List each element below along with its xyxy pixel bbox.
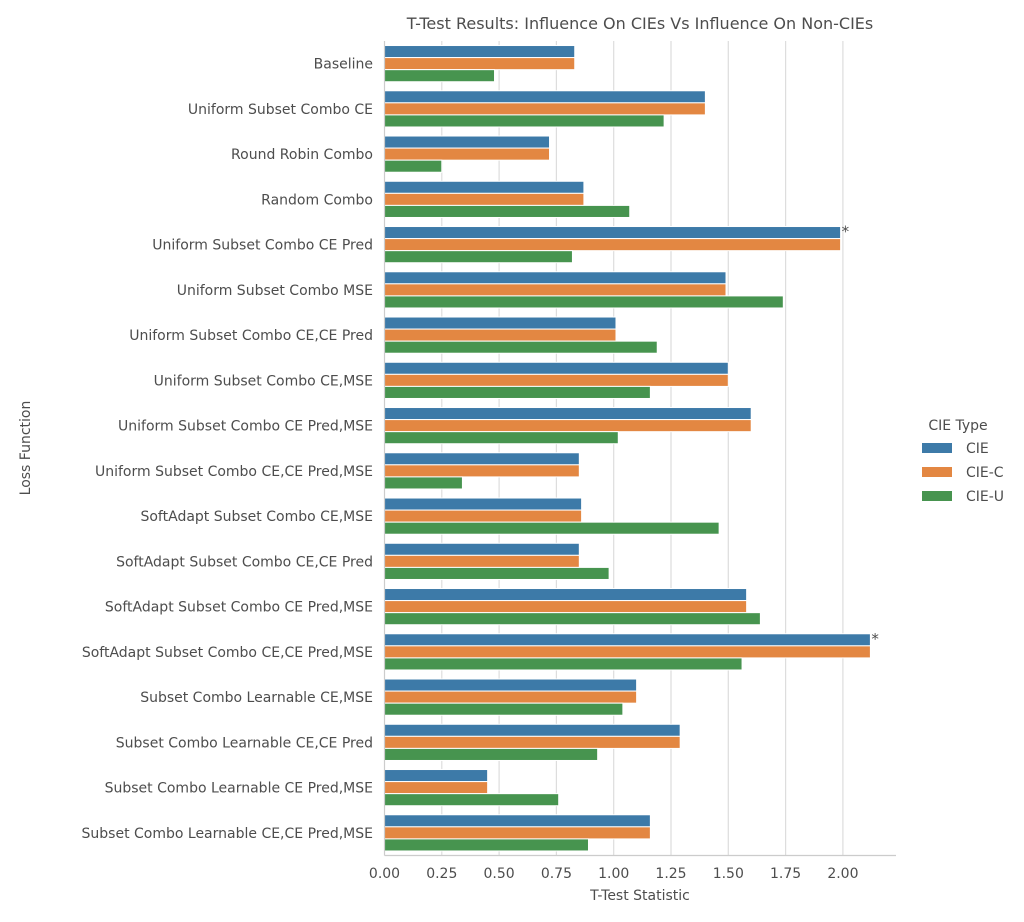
bar-cie-u	[385, 839, 589, 851]
y-tick-label: Uniform Subset Combo MSE	[177, 283, 373, 299]
x-axis-label: T-Test Statistic	[589, 888, 690, 904]
bar-cie-c	[385, 646, 871, 658]
bar-cie	[385, 227, 841, 239]
bar-cie	[385, 453, 580, 465]
y-tick-label: Uniform Subset Combo CE	[188, 102, 373, 118]
x-tick-label: 1.50	[713, 866, 744, 882]
bar-cie-u	[385, 251, 573, 263]
y-tick-labels: Baseline Uniform Subset Combo CE Round Rob…	[82, 57, 373, 842]
legend-label: CIE	[966, 441, 989, 457]
bar-cie-c	[385, 329, 616, 341]
y-tick-label: Subset Combo Learnable CE,CE Pred	[116, 735, 373, 751]
bar-cie-c	[385, 193, 584, 205]
legend-label: CIE-U	[966, 489, 1004, 505]
bar-cie-c	[385, 601, 747, 613]
y-tick-label: Uniform Subset Combo CE Pred	[152, 238, 373, 254]
y-tick-label: Subset Combo Learnable CE,MSE	[140, 690, 373, 706]
legend-swatch-cie-u	[922, 491, 952, 501]
bar-cie	[385, 679, 637, 691]
bar-cie-u	[385, 658, 743, 670]
legend: CIE Type CIE CIE-C CIE-U	[922, 418, 1004, 505]
y-tick-label: Uniform Subset Combo CE,MSE	[154, 373, 373, 389]
bar-cie-c	[385, 465, 580, 477]
bar-cie	[385, 543, 580, 555]
y-tick-label: Random Combo	[261, 192, 373, 208]
legend-swatch-cie-c	[922, 467, 952, 477]
bar-cie-c	[385, 239, 841, 251]
bar-cie-c	[385, 420, 752, 432]
bar-cie-u	[385, 567, 610, 579]
bar-cie	[385, 317, 616, 329]
x-tick-label: 1.75	[770, 866, 801, 882]
bar-cie-u	[385, 386, 651, 398]
bar-cie-u	[385, 70, 495, 82]
y-tick-label: SoftAdapt Subset Combo CE Pred,MSE	[105, 600, 373, 616]
bar-cie	[385, 46, 575, 58]
x-tick-labels: 0.00 0.25 0.50 0.75 1.00 1.25 1.50 1.75 2.00	[369, 866, 859, 882]
x-tick-label: 0.50	[484, 866, 515, 882]
bar-cie-u	[385, 613, 761, 625]
bar-cie-c	[385, 374, 729, 386]
bar-cie-c	[385, 827, 651, 839]
significance-asterisk: *	[871, 630, 879, 648]
bar-cie	[385, 589, 747, 601]
y-tick-label: SoftAdapt Subset Combo CE,CE Pred,MSE	[82, 645, 373, 661]
bar-cie-c	[385, 691, 637, 703]
bar-cie-u	[385, 477, 463, 489]
bar-cie	[385, 91, 706, 103]
bar-cie	[385, 181, 584, 193]
bar-cie-c	[385, 736, 681, 748]
y-tick-label: Round Robin Combo	[231, 147, 373, 163]
y-tick-label: SoftAdapt Subset Combo CE,MSE	[140, 509, 373, 525]
bars	[385, 46, 871, 851]
x-tick-label: 0.25	[426, 866, 457, 882]
y-axis-label: Loss Function	[18, 401, 34, 496]
bar-cie	[385, 815, 651, 827]
y-tick-label: SoftAdapt Subset Combo CE,CE Pred	[116, 554, 373, 570]
x-tick-label: 1.00	[598, 866, 629, 882]
bar-cie-u	[385, 205, 630, 217]
y-tick-label: Uniform Subset Combo CE Pred,MSE	[118, 419, 373, 435]
bar-cie-c	[385, 58, 575, 70]
bar-cie	[385, 770, 488, 782]
annotations: **	[842, 223, 880, 648]
bar-cie	[385, 362, 729, 374]
x-tick-label: 1.25	[655, 866, 686, 882]
bar-cie-u	[385, 432, 619, 444]
bar-cie-c	[385, 103, 706, 115]
y-tick-label: Uniform Subset Combo CE,CE Pred,MSE	[95, 464, 373, 480]
bar-cie	[385, 136, 550, 148]
chart-title: T-Test Results: Influence On CIEs Vs Inf…	[406, 14, 873, 33]
bar-cie-u	[385, 115, 665, 127]
bar-cie-u	[385, 794, 559, 806]
bar-cie-u	[385, 341, 658, 353]
bar-cie-c	[385, 148, 550, 160]
bar-cie	[385, 498, 582, 510]
bar-cie-c	[385, 284, 727, 296]
y-tick-label: Subset Combo Learnable CE Pred,MSE	[105, 781, 373, 797]
bar-cie	[385, 408, 752, 420]
bar-cie-u	[385, 296, 784, 308]
legend-swatch-cie	[922, 443, 952, 453]
bar-cie-u	[385, 522, 720, 534]
bar-cie-c	[385, 510, 582, 522]
legend-label: CIE-C	[966, 465, 1004, 481]
x-tick-label: 0.00	[369, 866, 400, 882]
bar-cie-u	[385, 160, 442, 172]
bar-cie-c	[385, 782, 488, 794]
bar-cie	[385, 634, 871, 646]
x-tick-label: 0.75	[541, 866, 572, 882]
legend-title: CIE Type	[928, 418, 987, 434]
x-tick-label: 2.00	[827, 866, 858, 882]
y-tick-label: Subset Combo Learnable CE,CE Pred,MSE	[82, 826, 373, 842]
bar-cie	[385, 724, 681, 736]
y-tick-label: Uniform Subset Combo CE,CE Pred	[129, 328, 373, 344]
y-tick-label: Baseline	[314, 57, 373, 73]
bar-cie-c	[385, 555, 580, 567]
bar-cie	[385, 272, 727, 284]
bar-cie-u	[385, 748, 598, 760]
bar-cie-u	[385, 703, 623, 715]
significance-asterisk: *	[842, 223, 850, 241]
